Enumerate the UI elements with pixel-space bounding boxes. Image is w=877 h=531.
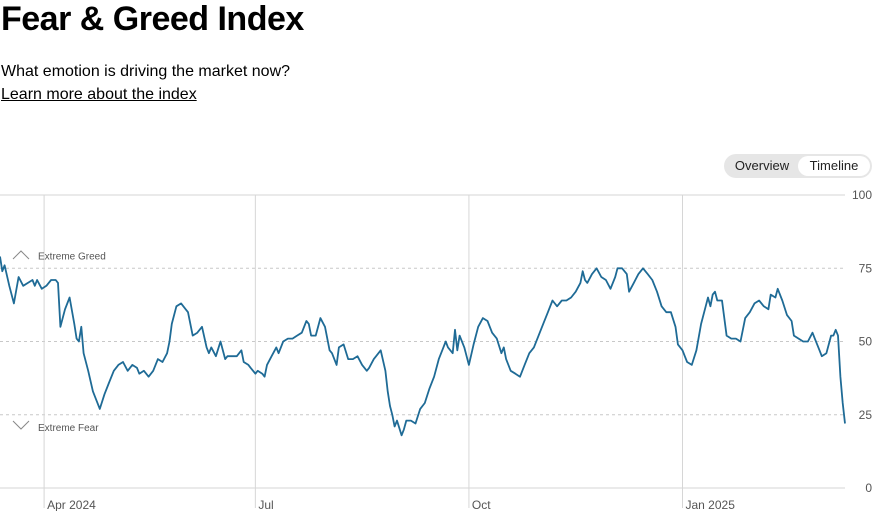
grid (0, 194, 845, 508)
x-tick-label: Jul (258, 498, 273, 511)
overview-tab[interactable]: Overview (726, 156, 798, 176)
y-tick-label: 0 (865, 481, 872, 495)
x-axis: Apr 2024 Jul Oct Jan 2025 (47, 498, 735, 511)
page-title: Fear & Greed Index (1, 0, 304, 38)
y-axis: 0 25 50 75 100 (852, 188, 872, 495)
y-tick-label: 100 (852, 188, 872, 202)
y-tick-label: 25 (859, 408, 873, 422)
page-subtitle: What emotion is driving the market now? (1, 63, 291, 80)
learn-more-link[interactable]: Learn more about the index (1, 86, 197, 103)
extreme-fear-label: Extreme Fear (38, 423, 99, 434)
y-tick-label: 50 (859, 335, 873, 349)
zone-markers: Extreme Greed Extreme Fear (12, 250, 106, 434)
view-toggle: Overview Timeline (724, 154, 872, 178)
chevron-up-icon (12, 250, 30, 260)
index-line (0, 256, 846, 437)
extreme-greed-label: Extreme Greed (38, 252, 106, 263)
timeline-tab[interactable]: Timeline (798, 156, 870, 176)
x-tick-label: Jan 2025 (686, 498, 736, 511)
y-tick-label: 75 (859, 261, 873, 275)
series-line (0, 256, 846, 437)
x-tick-label: Oct (472, 498, 491, 511)
chevron-down-icon (12, 420, 30, 430)
x-tick-label: Apr 2024 (47, 498, 96, 511)
fear-greed-chart: Extreme Greed Extreme Fear 0 25 50 75 100 Ap… (0, 188, 872, 511)
